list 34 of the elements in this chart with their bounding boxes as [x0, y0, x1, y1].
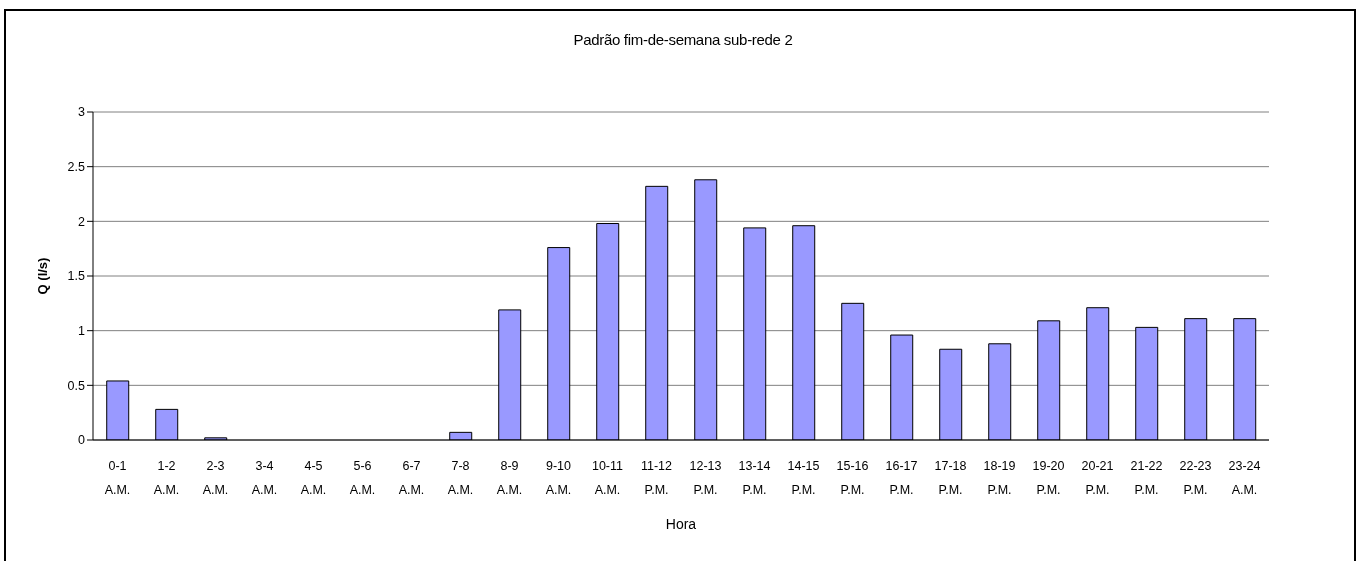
x-tick-label: 3-4 A.M. — [251, 459, 278, 497]
x-tick-label: 2-3 A.M. — [202, 459, 229, 497]
x-tick-label: 15-16 P.M. — [836, 459, 869, 497]
x-axis-title: Hora — [665, 516, 697, 532]
x-tick-label: 5-6 A.M. — [349, 459, 376, 497]
x-tick-label: 19-20 P.M. — [1032, 459, 1065, 497]
x-tick-label: 20-21 P.M. — [1081, 459, 1114, 497]
y-axis-title: Q (l/s) — [34, 257, 50, 295]
y-tick-label: 3 — [78, 105, 86, 120]
y-tick-label: 0 — [78, 433, 86, 448]
x-tick-label: 7-8 A.M. — [447, 459, 474, 497]
x-tick-label: 23-24 A.M. — [1228, 459, 1261, 497]
x-tick-label: 6-7 A.M. — [398, 459, 425, 497]
y-tick-label: 0.5 — [67, 378, 86, 393]
x-tick-label: 12-13 P.M. — [689, 459, 722, 497]
x-tick-label: 18-19 P.M. — [983, 459, 1016, 497]
y-tick-label: 1.5 — [67, 269, 86, 284]
x-tick-label: 13-14 P.M. — [738, 459, 771, 497]
chart-title: Padrão fim-de-semana sub-rede 2 — [572, 31, 794, 49]
x-tick-label: 1-2 A.M. — [153, 459, 180, 497]
x-tick-label: 9-10 A.M. — [545, 459, 572, 497]
x-tick-label: 17-18 P.M. — [934, 459, 967, 497]
x-tick-label: 21-22 P.M. — [1130, 459, 1163, 497]
x-tick-label: 8-9 A.M. — [496, 459, 523, 497]
y-tick-label: 2.5 — [67, 160, 86, 175]
x-tick-label: 10-11 A.M. — [591, 459, 624, 497]
x-tick-label: 0-1 A.M. — [104, 459, 131, 497]
x-tick-label: 11-12 P.M. — [640, 459, 673, 497]
x-tick-label: 14-15 P.M. — [787, 459, 820, 497]
y-tick-label: 2 — [78, 214, 86, 229]
x-tick-label: 22-23 P.M. — [1179, 459, 1212, 497]
x-tick-label: 4-5 A.M. — [300, 459, 327, 497]
x-tick-label: 16-17 P.M. — [885, 459, 918, 497]
y-tick-label: 1 — [78, 324, 86, 339]
